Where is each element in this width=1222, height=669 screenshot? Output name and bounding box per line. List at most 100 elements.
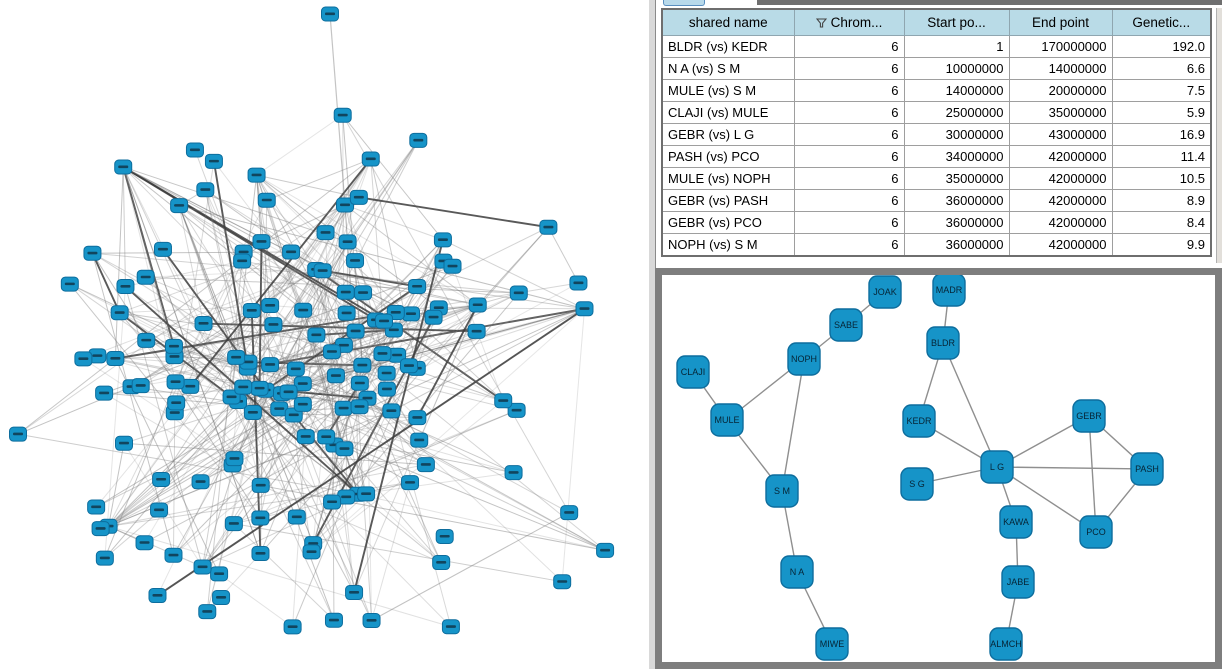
- network-node[interactable]: [361, 151, 380, 167]
- network-node[interactable]: [494, 393, 513, 409]
- network-node[interactable]: [210, 566, 229, 582]
- network-node[interactable]: [596, 542, 615, 558]
- network-node[interactable]: [243, 405, 262, 421]
- network-node[interactable]: [435, 528, 454, 544]
- network-node[interactable]: [233, 253, 252, 269]
- network-node[interactable]: [443, 258, 462, 274]
- network-node[interactable]: [408, 278, 427, 294]
- network-node[interactable]: [424, 309, 443, 325]
- network-node[interactable]: [286, 361, 305, 377]
- network-node[interactable]: [354, 285, 373, 301]
- network-node[interactable]: [9, 426, 27, 442]
- network-node[interactable]: [250, 380, 269, 396]
- network-node[interactable]: [373, 346, 392, 362]
- table-row[interactable]: CLAJI (vs) MULE 6 25000000 35000000 5.9: [661, 101, 1212, 124]
- network-node[interactable]: [148, 588, 167, 604]
- network-node[interactable]: [114, 159, 133, 175]
- column-header-chromosome[interactable]: Chrom...: [793, 8, 905, 36]
- network-node[interactable]: [336, 284, 355, 300]
- main-network-canvas[interactable]: [0, 0, 649, 669]
- network-node[interactable]: [191, 474, 210, 490]
- network-node[interactable]: [345, 585, 364, 601]
- network-node[interactable]: [353, 357, 372, 373]
- network-node[interactable]: [323, 494, 342, 510]
- table-row[interactable]: N A (vs) S M 6 10000000 14000000 6.6: [661, 57, 1212, 80]
- network-node[interactable]: [569, 275, 588, 291]
- network-node[interactable]: [296, 429, 315, 445]
- table-row[interactable]: MULE (vs) S M 6 14000000 20000000 7.5: [661, 79, 1212, 102]
- table-scrollbar[interactable]: [1216, 8, 1222, 263]
- network-node[interactable]: [257, 192, 276, 208]
- network-node[interactable]: [408, 410, 427, 426]
- subnetwork-canvas[interactable]: JOAK MADR SABE NOPH BLDR CLAJI MULE KEDR GEBR S G…: [662, 275, 1215, 662]
- network-node[interactable]: [247, 167, 266, 183]
- network-node[interactable]: [204, 153, 223, 169]
- network-node[interactable]: [468, 297, 487, 313]
- network-edge[interactable]: [996, 466, 1097, 533]
- network-node[interactable]: [88, 348, 107, 364]
- network-node[interactable]: CLAJI: [676, 355, 710, 389]
- table-row[interactable]: BLDR (vs) KEDR 6 1 170000000 192.0: [661, 35, 1212, 58]
- network-node[interactable]: [293, 396, 312, 412]
- network-node[interactable]: [287, 509, 306, 525]
- column-header-shared-name[interactable]: shared name: [661, 8, 795, 36]
- network-node[interactable]: [270, 401, 289, 417]
- network-node[interactable]: [441, 619, 460, 635]
- network-node[interactable]: [336, 197, 354, 213]
- network-node[interactable]: [116, 278, 135, 294]
- network-node[interactable]: [401, 475, 420, 491]
- network-node[interactable]: [410, 432, 429, 448]
- network-node[interactable]: [416, 457, 435, 473]
- table-row[interactable]: NOPH (vs) S M 6 36000000 42000000 9.9: [661, 233, 1212, 257]
- network-node[interactable]: [95, 385, 114, 401]
- network-node[interactable]: [261, 357, 280, 373]
- network-node[interactable]: [167, 395, 186, 411]
- network-node[interactable]: [346, 253, 365, 269]
- network-node[interactable]: [282, 244, 301, 260]
- network-node[interactable]: [349, 189, 368, 205]
- network-edge[interactable]: [942, 342, 998, 468]
- network-node[interactable]: [185, 142, 204, 158]
- network-node[interactable]: [106, 351, 125, 367]
- network-node[interactable]: [375, 313, 394, 329]
- network-node[interactable]: [432, 555, 451, 571]
- network-node[interactable]: S G: [900, 467, 934, 501]
- filter-icon[interactable]: [815, 16, 827, 31]
- table-row[interactable]: GEBR (vs) L G 6 30000000 43000000 16.9: [661, 123, 1212, 146]
- network-node[interactable]: [539, 219, 558, 235]
- network-node[interactable]: PASH: [1130, 452, 1164, 486]
- network-node[interactable]: [74, 351, 93, 367]
- network-node[interactable]: [321, 6, 339, 22]
- network-node[interactable]: [194, 316, 213, 332]
- network-node[interactable]: [317, 429, 336, 445]
- network-node[interactable]: [409, 132, 428, 148]
- network-node[interactable]: [324, 612, 343, 628]
- network-node[interactable]: [234, 379, 253, 395]
- network-node[interactable]: KAWA: [999, 505, 1033, 539]
- network-node[interactable]: BLDR: [926, 326, 960, 360]
- network-node[interactable]: [196, 182, 215, 198]
- network-node[interactable]: [302, 544, 321, 560]
- network-node[interactable]: GEBR: [1072, 399, 1106, 433]
- network-node[interactable]: [135, 535, 154, 551]
- network-edge[interactable]: [781, 358, 805, 492]
- network-node[interactable]: NOPH: [787, 342, 821, 376]
- network-node[interactable]: [212, 590, 231, 606]
- network-node[interactable]: [60, 276, 79, 292]
- network-node[interactable]: [198, 604, 217, 620]
- table-row[interactable]: PASH (vs) PCO 6 34000000 42000000 11.4: [661, 145, 1212, 168]
- network-node[interactable]: [283, 619, 302, 635]
- network-node[interactable]: ALMCH: [989, 627, 1023, 661]
- table-row[interactable]: GEBR (vs) PCO 6 36000000 42000000 8.4: [661, 211, 1212, 234]
- network-node[interactable]: [110, 305, 129, 321]
- network-node[interactable]: JOAK: [868, 275, 902, 309]
- table-row[interactable]: GEBR (vs) PASH 6 36000000 42000000 8.9: [661, 189, 1212, 212]
- network-node[interactable]: MADR: [932, 275, 966, 307]
- network-node[interactable]: [136, 269, 155, 285]
- column-header-end-point[interactable]: End point: [1008, 8, 1113, 36]
- network-node[interactable]: [335, 441, 354, 457]
- network-node[interactable]: [326, 368, 345, 384]
- network-node[interactable]: [507, 402, 526, 418]
- network-node[interactable]: [225, 451, 244, 467]
- network-node[interactable]: [91, 521, 110, 537]
